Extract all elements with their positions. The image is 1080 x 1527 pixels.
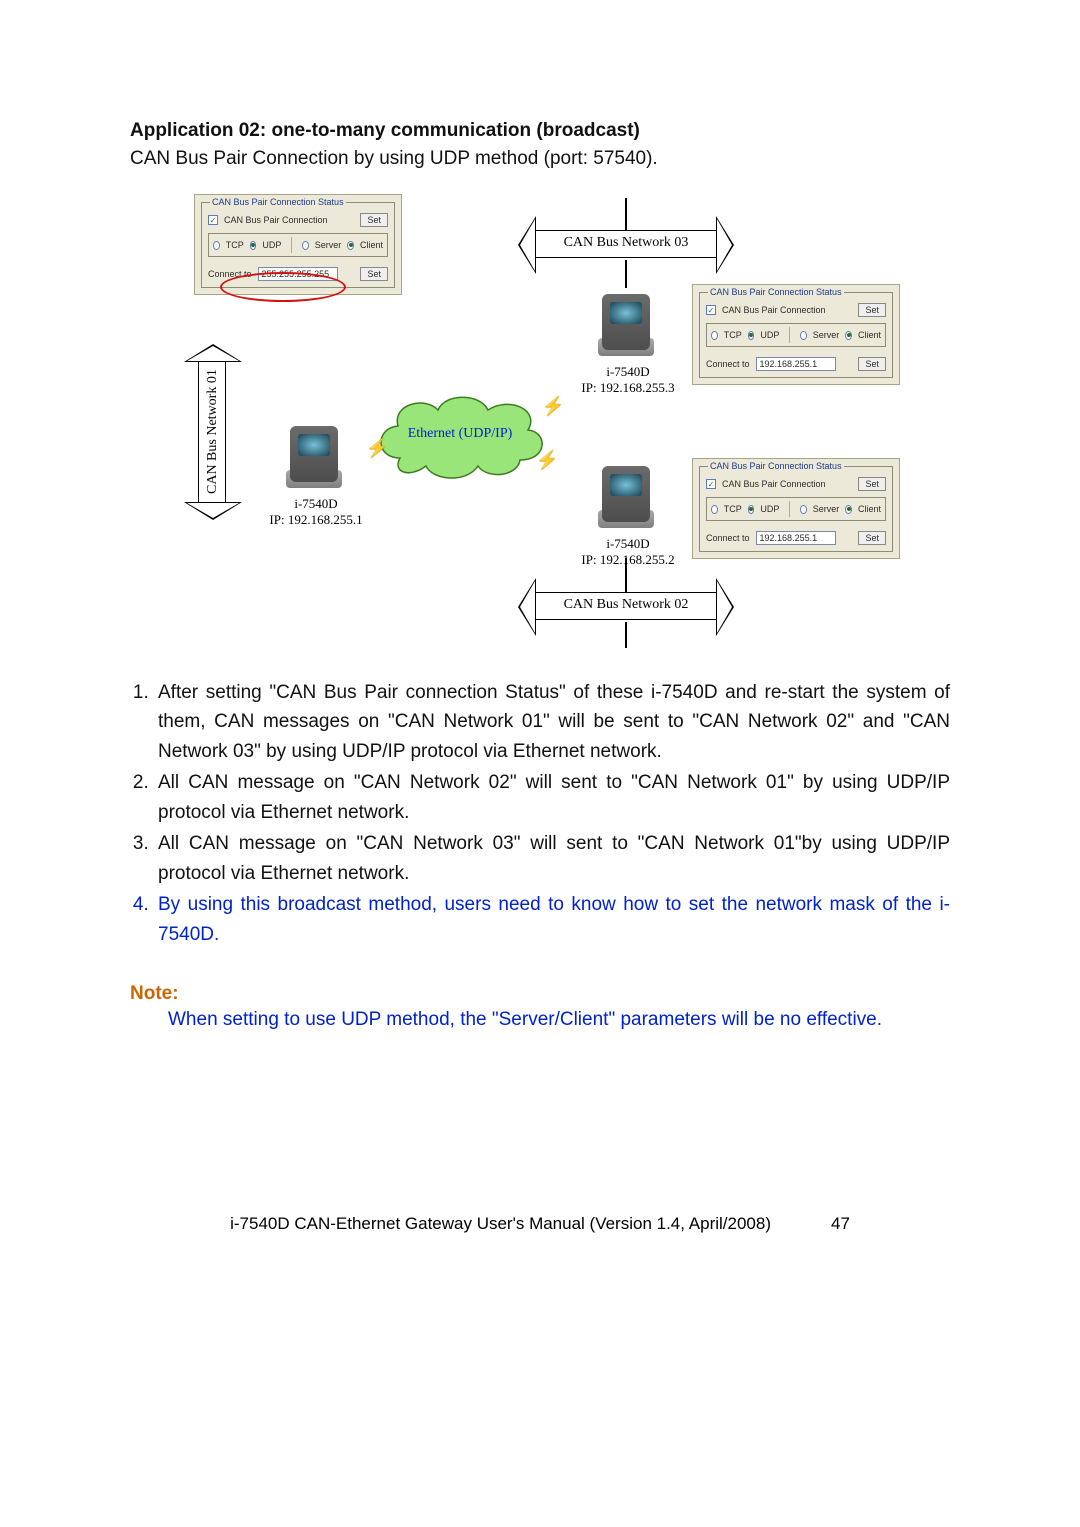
panel1-title: CAN Bus Pair Connection Status	[210, 197, 346, 207]
panel2-client-label: Client	[858, 330, 881, 340]
panel2-title: CAN Bus Pair Connection Status	[708, 287, 844, 297]
footer: i-7540D CAN-Ethernet Gateway User's Manu…	[130, 1214, 950, 1234]
footer-page: 47	[831, 1214, 850, 1234]
can-network-03-arrow: CAN Bus Network 03	[536, 230, 716, 258]
panel2-chk-label: CAN Bus Pair Connection	[722, 305, 826, 315]
device-3	[598, 464, 654, 528]
can03-stem	[625, 198, 627, 230]
device-3-label: i-7540DIP: 192.168.255.2	[568, 536, 688, 568]
device-2	[598, 292, 654, 356]
cloud-label: Ethernet (UDP/IP)	[370, 426, 550, 442]
panel1-server-radio[interactable]	[302, 241, 309, 250]
panel3-server-label: Server	[813, 504, 840, 514]
note-heading: Note:	[130, 983, 950, 1005]
panel3-checkbox[interactable]: ✓	[706, 479, 716, 489]
panel3-chk-label: CAN Bus Pair Connection	[722, 479, 826, 489]
panel2-tcp-label: TCP	[724, 330, 742, 340]
can03-to-device	[625, 260, 627, 288]
ethernet-cloud: Ethernet (UDP/IP)	[370, 388, 550, 483]
list-item-2: All CAN message on "CAN Network 02" will…	[154, 768, 950, 827]
panel1-chk-label: CAN Bus Pair Connection	[224, 215, 328, 225]
panel3-title: CAN Bus Pair Connection Status	[708, 461, 844, 471]
panel2-set-btn-2[interactable]: Set	[858, 357, 886, 371]
panel2-tcp-radio[interactable]	[711, 331, 718, 340]
panel1-client-label: Client	[360, 240, 383, 250]
panel2-server-radio[interactable]	[800, 331, 807, 340]
subhead: CAN Bus Pair Connection by using UDP met…	[130, 148, 950, 170]
panel3-tcp-label: TCP	[724, 504, 742, 514]
heading: Application 02: one-to-many communicatio…	[130, 120, 950, 142]
panel3-set-btn-2[interactable]: Set	[858, 531, 886, 545]
panel3-tcp-radio[interactable]	[711, 505, 718, 514]
bolt-icon-1: ⚡	[366, 438, 388, 459]
panel1-udp-label: UDP	[262, 240, 281, 250]
panel3-client-label: Client	[858, 504, 881, 514]
can-network-02-label: CAN Bus Network 02	[536, 597, 716, 613]
panel3-server-radio[interactable]	[800, 505, 807, 514]
can02-stem	[625, 622, 627, 648]
panel3-ip-input[interactable]: 192.168.255.1	[756, 531, 836, 545]
panel2-client-radio[interactable]	[845, 331, 852, 340]
panel3-udp-radio[interactable]	[748, 505, 755, 514]
list-item-4: By using this broadcast method, users ne…	[154, 890, 950, 949]
can-network-01-label: CAN Bus Network 01	[205, 362, 221, 502]
diagram: CAN Bus Pair Connection Status ✓ CAN Bus…	[180, 188, 900, 648]
can-network-02-arrow: CAN Bus Network 02	[536, 592, 716, 620]
bolt-icon-2: ⚡	[542, 396, 564, 417]
can-network-03-label: CAN Bus Network 03	[536, 235, 716, 251]
panel2-checkbox[interactable]: ✓	[706, 305, 716, 315]
panel1-tcp-label: TCP	[226, 240, 244, 250]
panel2-ip-input[interactable]: 192.168.255.1	[756, 357, 836, 371]
panel2-server-label: Server	[813, 330, 840, 340]
panel1-checkbox[interactable]: ✓	[208, 215, 218, 225]
can-network-01-arrow: CAN Bus Network 01	[198, 362, 226, 502]
panel2-set-btn-1[interactable]: Set	[858, 303, 886, 317]
footer-text: i-7540D CAN-Ethernet Gateway User's Manu…	[230, 1214, 771, 1234]
panel3-client-radio[interactable]	[845, 505, 852, 514]
panel1-client-radio[interactable]	[347, 241, 354, 250]
note-body: When setting to use UDP method, the "Ser…	[130, 1005, 950, 1034]
list-item-1: After setting "CAN Bus Pair connection S…	[154, 678, 950, 766]
numbered-list: After setting "CAN Bus Pair connection S…	[130, 678, 950, 949]
panel1-set-btn-2[interactable]: Set	[360, 267, 388, 281]
panel3-udp-label: UDP	[760, 504, 779, 514]
panel2-udp-label: UDP	[760, 330, 779, 340]
panel2-connect-label: Connect to	[706, 359, 750, 369]
panel3-set-btn-1[interactable]: Set	[858, 477, 886, 491]
panel1-server-label: Server	[315, 240, 342, 250]
panel1-udp-radio[interactable]	[250, 241, 257, 250]
panel1-set-btn-1[interactable]: Set	[360, 213, 388, 227]
status-panel-3: CAN Bus Pair Connection Status ✓ CAN Bus…	[692, 458, 900, 559]
device-1	[286, 424, 342, 488]
list-item-3: All CAN message on "CAN Network 03" will…	[154, 829, 950, 888]
status-panel-2: CAN Bus Pair Connection Status ✓ CAN Bus…	[692, 284, 900, 385]
device-1-label: i-7540DIP: 192.168.255.1	[256, 496, 376, 528]
panel1-tcp-radio[interactable]	[213, 241, 220, 250]
panel2-udp-radio[interactable]	[748, 331, 755, 340]
bolt-icon-3: ⚡	[536, 450, 558, 471]
broadcast-highlight	[220, 272, 346, 302]
panel3-connect-label: Connect to	[706, 533, 750, 543]
device-2-label: i-7540DIP: 192.168.255.3	[568, 364, 688, 396]
